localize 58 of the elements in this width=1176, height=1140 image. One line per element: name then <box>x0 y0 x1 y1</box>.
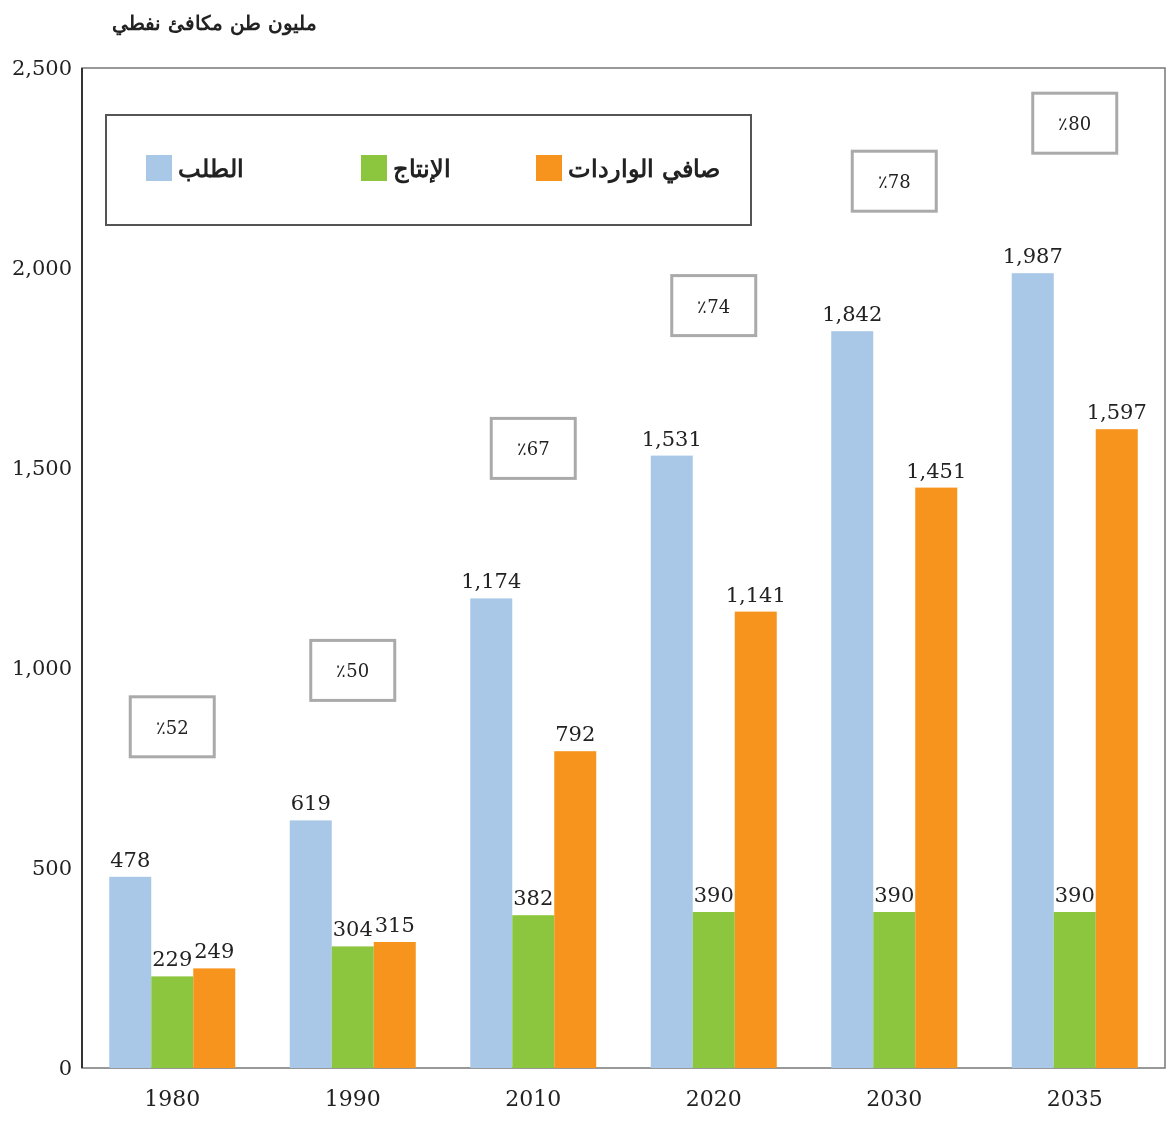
bar <box>1053 912 1096 1068</box>
bar <box>915 487 958 1068</box>
y-tick-label: 2,500 <box>11 56 72 80</box>
x-tick-label: 2020 <box>685 1086 742 1111</box>
data-label: 792 <box>555 722 596 747</box>
bar <box>1095 429 1138 1068</box>
y-axis-title: مليون طن مكافئ نفطي <box>112 11 317 36</box>
legend-label: الإنتاج <box>393 154 451 184</box>
bar <box>734 611 777 1068</box>
bar <box>1011 273 1054 1068</box>
bar <box>692 912 735 1068</box>
data-label: 229 <box>152 947 193 972</box>
data-label: 1,174 <box>461 569 522 594</box>
data-label: 1,451 <box>906 458 967 483</box>
bar <box>512 915 555 1068</box>
data-label: 619 <box>290 791 331 816</box>
bar <box>873 912 916 1068</box>
x-tick-label: 1980 <box>144 1086 201 1111</box>
x-tick-label: 2010 <box>505 1086 562 1111</box>
data-label: 315 <box>374 913 415 937</box>
annotation: ٪78 <box>877 171 911 193</box>
x-tick-label: 1990 <box>324 1086 381 1111</box>
bar <box>289 820 332 1068</box>
bar <box>650 455 693 1068</box>
data-label: 390 <box>1054 883 1095 907</box>
bar <box>151 976 194 1068</box>
bar <box>193 968 236 1068</box>
data-label: 1,987 <box>1002 244 1063 269</box>
data-label: 249 <box>194 939 235 964</box>
y-tick-label: 500 <box>31 856 72 880</box>
legend-label: صافي الواردات <box>568 154 721 184</box>
data-label: 1,141 <box>725 582 786 607</box>
data-label: 390 <box>693 883 734 907</box>
data-label: 304 <box>332 917 373 942</box>
annotation: ٪50 <box>336 660 370 682</box>
bar <box>831 331 874 1068</box>
annotation: ٪74 <box>697 295 731 317</box>
data-label: 1,597 <box>1086 400 1147 425</box>
y-tick-label: 2,000 <box>11 256 72 280</box>
x-tick-label: 2030 <box>866 1086 923 1111</box>
bar <box>470 598 513 1068</box>
data-label: 1,842 <box>822 302 883 327</box>
data-label: 382 <box>513 886 554 911</box>
annotation: ٪52 <box>155 716 189 738</box>
y-tick-label: 1,000 <box>11 656 72 680</box>
x-tick-label: 2035 <box>1046 1086 1103 1111</box>
data-label: 390 <box>874 883 915 907</box>
y-tick-label: 1,500 <box>11 456 72 480</box>
annotation: ٪80 <box>1058 113 1092 135</box>
y-tick-label: 0 <box>58 1056 72 1080</box>
bar <box>554 751 597 1068</box>
data-label: 478 <box>110 847 151 872</box>
bar <box>109 876 152 1068</box>
bar <box>331 946 374 1068</box>
legend-label: الطلب <box>178 154 244 183</box>
data-label: 1,531 <box>641 426 702 451</box>
annotation: ٪67 <box>516 438 550 460</box>
bar <box>373 942 416 1068</box>
